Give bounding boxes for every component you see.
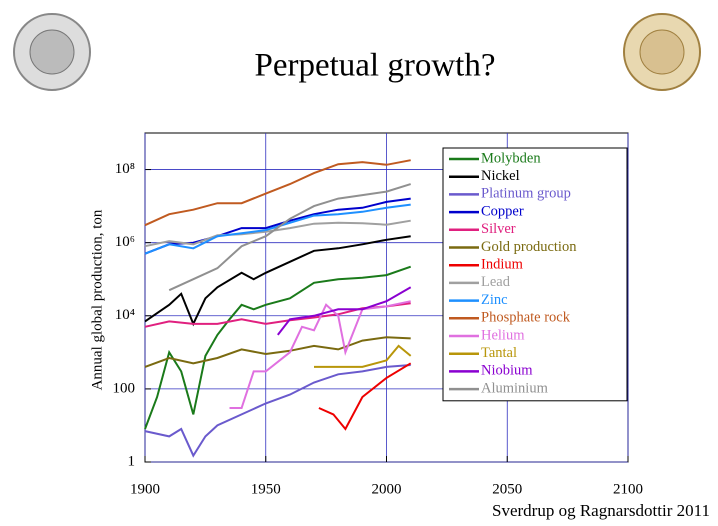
y-tick-label: 10⁶: [115, 234, 135, 250]
x-tick-label: 2000: [372, 481, 402, 497]
legend-label: Molybden: [481, 150, 541, 166]
series-line: [168, 183, 411, 292]
legend-label: Aluminium: [481, 380, 549, 396]
legend-label: Silver: [481, 221, 516, 237]
y-tick-label: 100: [113, 380, 136, 396]
legend-box: [442, 147, 628, 402]
legend-label: Nickel: [481, 168, 520, 184]
legend-label: Lead: [481, 274, 511, 290]
series-line: [144, 336, 411, 368]
series-line: [144, 235, 411, 327]
logo-right: [623, 13, 701, 91]
x-tick-label: 2050: [492, 481, 522, 497]
legend-label: Indium: [481, 257, 524, 273]
series-line: [144, 265, 412, 430]
series-line: [318, 362, 412, 431]
series-line: [314, 344, 412, 368]
series-line: [277, 286, 412, 336]
slide-title: Perpetual growth?: [254, 48, 495, 84]
legend-label: Platinum group: [481, 186, 571, 202]
legend-label: Tantal: [481, 345, 517, 361]
legend-label: Niobium: [481, 363, 533, 379]
x-tick-label: 1950: [251, 481, 281, 497]
legend-label: Helium: [481, 327, 525, 343]
series-line: [144, 364, 411, 458]
y-tick-label: 10⁴: [115, 307, 135, 323]
legend-label: Zinc: [481, 292, 508, 308]
y-tick-label: 1: [128, 453, 136, 469]
y-tick-label: 10⁸: [115, 161, 135, 177]
x-tick-label: 2100: [613, 481, 643, 497]
legend-label: Gold production: [481, 239, 577, 255]
logo-left: [13, 13, 91, 91]
legend-label: Phosphate rock: [481, 310, 571, 326]
legend-label: Copper: [481, 203, 524, 219]
x-tick-label: 1900: [130, 481, 160, 497]
y-axis-label: Annual global production, ton: [89, 209, 105, 390]
series-line: [144, 159, 411, 227]
credit: Sverdrup og Ragnarsdottir 2011: [492, 501, 710, 520]
series-line: [144, 219, 411, 248]
